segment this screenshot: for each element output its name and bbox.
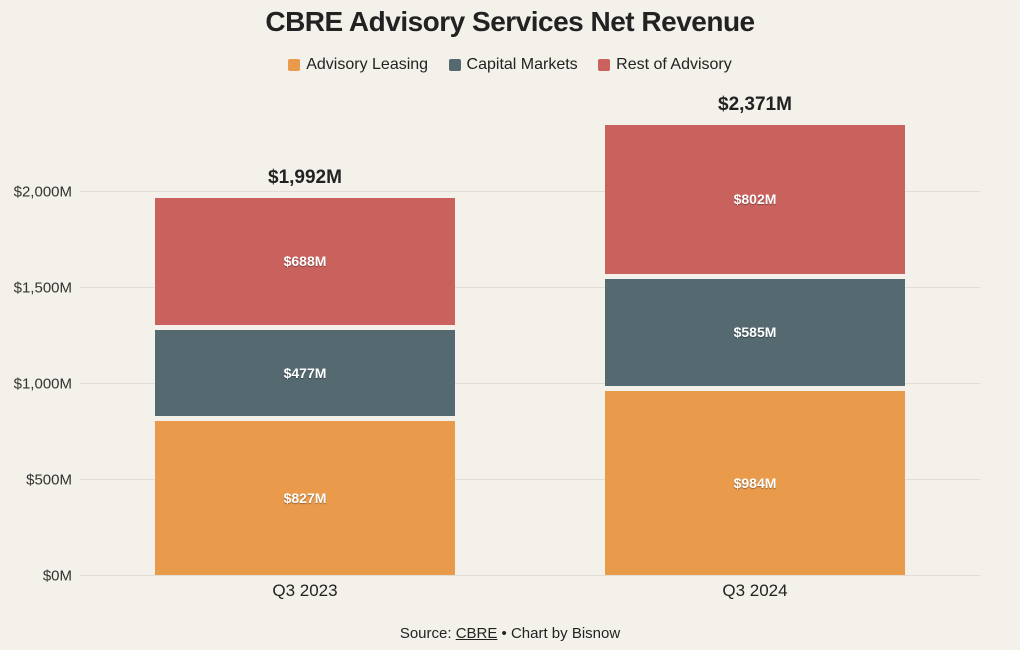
source-suffix: • Chart by Bisnow — [497, 625, 620, 642]
plot-area: $0M $500M $1,000M $1,500M $2,000M $1,992… — [80, 95, 980, 575]
bar-segment-advisory-leasing: $827M — [155, 416, 455, 575]
segment-value-label: $585M — [605, 324, 905, 340]
legend-label: Capital Markets — [467, 56, 578, 74]
legend-item-advisory-leasing: Advisory Leasing — [288, 56, 428, 74]
y-tick-label: $1,500M — [14, 280, 80, 297]
legend: Advisory Leasing Capital Markets Rest of… — [0, 56, 1020, 76]
chart-title: CBRE Advisory Services Net Revenue — [0, 6, 1020, 38]
legend-swatch-advisory-leasing — [288, 59, 300, 71]
y-tick-label: $1,000M — [14, 376, 80, 393]
segment-value-label: $984M — [605, 475, 905, 491]
bar-segment-rest-of-advisory: $688M — [155, 193, 455, 325]
source-link[interactable]: CBRE — [456, 625, 498, 642]
source-caption: Source: CBRE • Chart by Bisnow — [0, 625, 1020, 642]
bar-segment-advisory-leasing: $984M — [605, 386, 905, 575]
x-tick-label: Q3 2023 — [155, 575, 455, 601]
source-prefix: Source: — [400, 625, 456, 642]
legend-swatch-rest-of-advisory — [598, 59, 610, 71]
bar-group-q3-2024: $2,371M $984M $585M $802M Q3 2024 — [605, 95, 905, 575]
x-tick-label: Q3 2024 — [605, 575, 905, 601]
legend-item-rest-of-advisory: Rest of Advisory — [598, 56, 732, 74]
segment-value-label: $802M — [605, 191, 905, 207]
legend-swatch-capital-markets — [449, 59, 461, 71]
bar-segment-rest-of-advisory: $802M — [605, 120, 905, 274]
chart-container: CBRE Advisory Services Net Revenue Advis… — [0, 0, 1020, 650]
total-label: $2,371M — [605, 94, 905, 116]
bar-group-q3-2023: $1,992M $827M $477M $688M Q3 2023 — [155, 95, 455, 575]
legend-item-capital-markets: Capital Markets — [449, 56, 578, 74]
y-tick-label: $0M — [43, 568, 80, 585]
segment-value-label: $688M — [155, 253, 455, 269]
total-label: $1,992M — [155, 167, 455, 189]
legend-label: Advisory Leasing — [306, 56, 428, 74]
legend-label: Rest of Advisory — [616, 56, 732, 74]
y-tick-label: $2,000M — [14, 184, 80, 201]
bar-segment-capital-markets: $585M — [605, 274, 905, 386]
segment-value-label: $827M — [155, 490, 455, 506]
y-tick-label: $500M — [26, 472, 80, 489]
segment-value-label: $477M — [155, 365, 455, 381]
bar-segment-capital-markets: $477M — [155, 325, 455, 417]
